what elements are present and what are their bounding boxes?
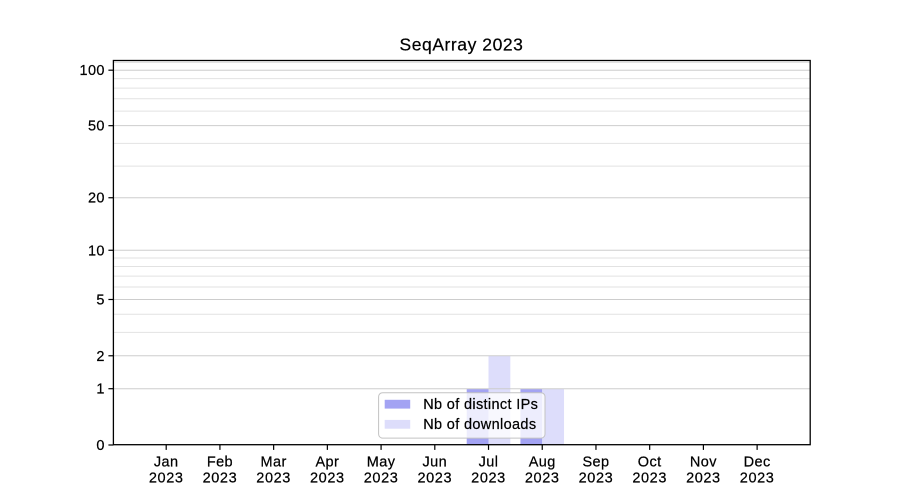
svg-text:Dec: Dec: [744, 455, 771, 471]
svg-text:Nb of downloads: Nb of downloads: [423, 417, 536, 433]
svg-text:2023: 2023: [417, 471, 452, 487]
svg-text:Mar: Mar: [261, 455, 287, 471]
svg-text:2023: 2023: [364, 471, 399, 487]
svg-text:2: 2: [96, 349, 104, 365]
svg-text:2023: 2023: [256, 471, 291, 487]
svg-text:Nb of distinct IPs: Nb of distinct IPs: [423, 397, 538, 413]
svg-text:2023: 2023: [525, 471, 560, 487]
svg-text:100: 100: [79, 63, 104, 79]
svg-text:5: 5: [96, 292, 104, 308]
svg-text:0: 0: [96, 438, 104, 454]
svg-text:2023: 2023: [686, 471, 721, 487]
svg-text:2023: 2023: [632, 471, 667, 487]
svg-text:2023: 2023: [149, 471, 184, 487]
svg-text:20: 20: [88, 191, 105, 207]
svg-text:2023: 2023: [579, 471, 614, 487]
svg-text:2023: 2023: [740, 471, 775, 487]
svg-text:Sep: Sep: [582, 455, 609, 471]
svg-text:2023: 2023: [203, 471, 238, 487]
svg-text:Jan: Jan: [154, 455, 179, 471]
svg-text:Feb: Feb: [207, 455, 233, 471]
svg-text:Apr: Apr: [315, 455, 339, 471]
svg-text:Jun: Jun: [423, 455, 448, 471]
svg-text:2023: 2023: [310, 471, 345, 487]
svg-text:SeqArray 2023: SeqArray 2023: [400, 35, 524, 55]
svg-text:2023: 2023: [471, 471, 506, 487]
svg-text:Nov: Nov: [690, 455, 717, 471]
svg-text:Aug: Aug: [529, 455, 556, 471]
svg-text:1: 1: [96, 382, 104, 398]
svg-text:50: 50: [88, 119, 105, 135]
svg-text:10: 10: [88, 243, 105, 259]
svg-text:May: May: [367, 455, 396, 471]
svg-text:Oct: Oct: [638, 455, 662, 471]
svg-text:Jul: Jul: [479, 455, 499, 471]
